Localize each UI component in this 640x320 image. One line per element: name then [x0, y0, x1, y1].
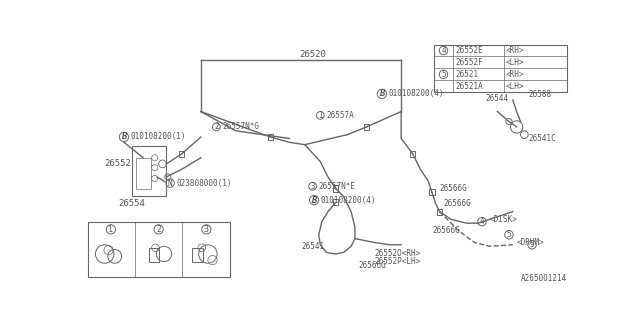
- Text: 1: 1: [318, 111, 323, 120]
- Bar: [429, 189, 435, 196]
- Bar: [410, 151, 415, 157]
- Bar: [437, 209, 442, 215]
- Text: 4: 4: [480, 217, 484, 226]
- Text: 26521: 26521: [455, 70, 478, 79]
- Bar: [148, 248, 159, 262]
- Text: 26566G: 26566G: [440, 184, 467, 193]
- Text: 26552E: 26552E: [455, 46, 483, 55]
- Text: <RH>: <RH>: [506, 46, 524, 55]
- Bar: [136, 158, 151, 188]
- Text: <LH>: <LH>: [506, 58, 524, 67]
- Text: 010108200(4): 010108200(4): [320, 196, 376, 204]
- Text: 26557N*G: 26557N*G: [223, 123, 259, 132]
- Text: B: B: [380, 89, 385, 98]
- Bar: [88, 222, 230, 277]
- Text: 26566G: 26566G: [444, 199, 471, 208]
- Text: 26588: 26588: [528, 90, 551, 99]
- Text: 5: 5: [441, 70, 446, 79]
- Text: <RH>: <RH>: [506, 70, 524, 79]
- Text: <LH>: <LH>: [506, 82, 524, 91]
- Text: 26554: 26554: [118, 199, 145, 208]
- Text: 1: 1: [108, 225, 113, 234]
- Text: 2: 2: [214, 123, 219, 132]
- Text: 26552: 26552: [105, 159, 132, 168]
- Text: 26541C: 26541C: [528, 134, 556, 143]
- Text: 26521A: 26521A: [455, 82, 483, 91]
- Text: 26552P<LH>: 26552P<LH>: [374, 257, 420, 266]
- Text: 023808000(1): 023808000(1): [176, 179, 232, 188]
- Text: 5: 5: [507, 230, 511, 239]
- Bar: [193, 248, 204, 262]
- Bar: [435, 44, 566, 92]
- Text: 2: 2: [156, 225, 161, 234]
- Text: B: B: [312, 196, 317, 204]
- Text: <DISK>: <DISK>: [490, 215, 518, 224]
- Text: A265001214: A265001214: [520, 274, 566, 283]
- Text: B: B: [121, 132, 127, 141]
- Text: N: N: [168, 179, 172, 188]
- Text: 26566G: 26566G: [432, 227, 460, 236]
- Text: 26520: 26520: [299, 50, 326, 59]
- Text: 010108200(1): 010108200(1): [130, 132, 186, 141]
- Text: 26552O<RH>: 26552O<RH>: [374, 250, 420, 259]
- Text: 26552F: 26552F: [455, 58, 483, 67]
- Text: <DRUM>: <DRUM>: [516, 238, 545, 247]
- Bar: [333, 199, 339, 205]
- Text: 26541: 26541: [301, 242, 324, 251]
- Bar: [132, 146, 166, 196]
- Bar: [268, 134, 273, 140]
- Text: 26544: 26544: [486, 94, 509, 103]
- Bar: [179, 151, 184, 157]
- Text: 5: 5: [530, 240, 534, 249]
- Text: 26566G: 26566G: [359, 261, 387, 270]
- Text: 26557A: 26557A: [326, 111, 354, 120]
- Text: 010108200(4): 010108200(4): [388, 89, 444, 98]
- Text: 26557N*E: 26557N*E: [319, 182, 356, 191]
- Text: 3: 3: [204, 225, 209, 234]
- Text: 4: 4: [441, 46, 446, 55]
- Bar: [364, 124, 369, 130]
- Text: 3: 3: [310, 182, 315, 191]
- Bar: [333, 186, 339, 192]
